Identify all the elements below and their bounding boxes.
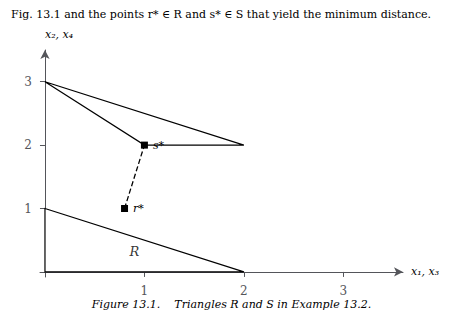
svg-text:1: 1 — [24, 202, 32, 216]
svg-text:Figure 13.1. Triangles R an: Figure 13.1. Triangles R and S in Exampl… — [91, 298, 371, 311]
svg-text:x₁, x₃: x₁, x₃ — [411, 265, 439, 278]
svg-text:r*: r* — [133, 202, 144, 215]
svg-text:2: 2 — [240, 284, 248, 298]
svg-text:Fig. 13.1 and the points r* ∈: Fig. 13.1 and the points r* ∈ R and s* ∈… — [11, 8, 431, 21]
svg-text:s*: s* — [153, 139, 165, 152]
svg-text:3: 3 — [340, 284, 348, 298]
svg-text:R: R — [129, 244, 140, 259]
svg-text:1: 1 — [141, 284, 149, 298]
svg-text:3: 3 — [24, 75, 32, 89]
svg-text:x₂, x₄: x₂, x₄ — [45, 28, 73, 41]
svg-text:2: 2 — [24, 138, 32, 152]
